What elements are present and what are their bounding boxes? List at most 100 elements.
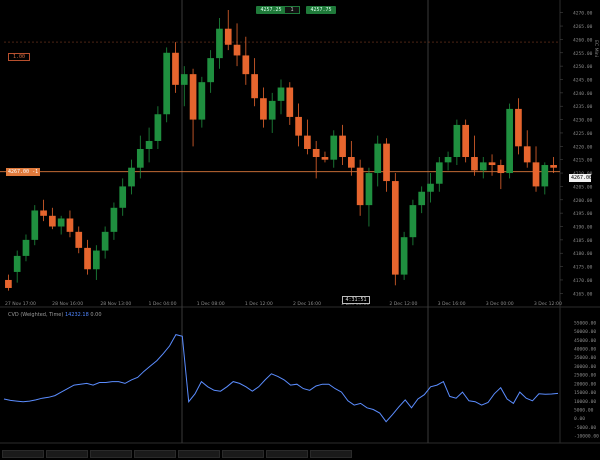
bottom-tab[interactable]: [222, 450, 264, 458]
candle-body: [348, 157, 355, 168]
price-axis-label: 4255.00: [573, 51, 593, 57]
cvd-axis-label: -10000.00: [574, 434, 599, 440]
candle-body: [66, 218, 74, 232]
price-axis-label: 4200.00: [573, 198, 593, 204]
bottom-tab[interactable]: [310, 450, 352, 458]
time-axis-label: 28 Nov 16:00: [52, 301, 83, 307]
candle-body: [136, 148, 144, 168]
price-axis-label: 4190.00: [573, 225, 593, 231]
candle-body: [532, 162, 540, 187]
candle-body: [523, 146, 531, 163]
candle-body: [13, 255, 21, 272]
cvd-axis-label: -5000.00: [574, 425, 596, 431]
candle-body: [119, 186, 127, 208]
bottom-tab[interactable]: [178, 450, 220, 458]
candle-body: [180, 74, 188, 85]
candle-body: [541, 165, 549, 187]
candle-body: [145, 140, 153, 149]
candle-body: [312, 148, 320, 158]
candle-body: [75, 231, 83, 248]
candle-body: [453, 124, 461, 158]
candle-body: [471, 157, 478, 171]
time-axis-label: 3 Dec 12:00: [534, 301, 562, 307]
candle-body: [207, 58, 214, 83]
cvd-axis-label: 25000.00: [574, 373, 596, 379]
candle-body: [488, 162, 496, 166]
price-axis-label: 4195.00: [573, 211, 593, 217]
candle-body: [374, 143, 382, 174]
candle-body: [383, 143, 390, 182]
cvd-axis-label: 45000.00: [574, 338, 596, 344]
candle-body: [286, 87, 294, 117]
candle-body: [57, 218, 65, 227]
cvd-axis-label: 10000.00: [574, 399, 596, 405]
candle-body: [409, 205, 417, 238]
price-axis-label: 4265.00: [573, 24, 593, 30]
candle-body: [22, 239, 30, 256]
candle-body: [277, 87, 285, 101]
price-axis-label: 4270.00: [573, 11, 593, 17]
bottom-tab[interactable]: [134, 450, 176, 458]
cvd-line: [3, 334, 559, 423]
candle-body: [356, 167, 364, 206]
candle-body: [101, 231, 109, 251]
indicator-legend[interactable]: CVD (Weighted, Time) 14232.18 0.00: [8, 312, 102, 318]
time-axis-label: 2 Dec 16:00: [293, 301, 321, 307]
price-axis-label: 4215.00: [573, 158, 593, 164]
cvd-axis-label: 35000.00: [574, 355, 596, 361]
candle-body: [391, 181, 399, 275]
cvd-series: [3, 334, 559, 423]
candle-body: [242, 55, 250, 75]
indicator-value: 14232.18: [64, 312, 89, 318]
candle-body: [92, 250, 100, 270]
current-price-tag[interactable]: 4267.00 -1: [6, 168, 40, 176]
buy-price-button[interactable]: 4257.75: [306, 6, 336, 14]
candle-body: [40, 210, 47, 216]
candle-body: [339, 135, 346, 158]
candle-body: [295, 116, 302, 136]
time-axis-label: 1 Dec 04:00: [149, 301, 177, 307]
candle-body: [251, 74, 258, 99]
price-axis-label: 4165.00: [573, 291, 593, 297]
bottom-tab[interactable]: [90, 450, 132, 458]
axes: 4270.00 4265.00 4260.00 4255.00 4250.00 4245.…: [5, 11, 599, 440]
candle-body: [462, 124, 470, 158]
time-axis-label: 2 Dec 00:00: [341, 301, 369, 307]
candle-body: [172, 52, 179, 85]
quantity-field[interactable]: 1: [284, 6, 300, 14]
candle-body: [497, 165, 505, 174]
candle-body: [304, 135, 311, 149]
bottom-tab[interactable]: [2, 450, 44, 458]
bottom-tab[interactable]: [46, 450, 88, 458]
bottom-tab[interactable]: [266, 450, 308, 458]
candle-body: [154, 114, 162, 141]
candle-body: [110, 207, 118, 232]
price-axis-label: 4175.00: [573, 265, 593, 271]
price-axis-label: 4170.00: [573, 278, 593, 284]
candle-body: [330, 135, 338, 160]
time-axis-label: 27 Nov 17:00: [5, 301, 36, 307]
candle-body: [268, 100, 276, 120]
candle-body: [163, 52, 171, 115]
time-axis-label: 2 Dec 12:00: [389, 301, 417, 307]
level-tag[interactable]: 1.00: [8, 53, 30, 61]
price-axis-label: 4235.00: [573, 104, 593, 110]
candlestick-series: [5, 10, 557, 291]
price-axis-label: 4260.00: [573, 37, 593, 43]
candle-body: [365, 173, 373, 206]
candle-body: [128, 167, 135, 187]
time-axis-label: 1 Dec 08:00: [197, 301, 225, 307]
time-axis-label: 3 Dec 00:00: [486, 301, 514, 307]
last-price-tag: 4267.00: [569, 174, 593, 182]
time-axis-label: 28 Nov 13:00: [100, 301, 131, 307]
time-axis-label: 1 Dec 12:00: [245, 301, 273, 307]
candle-body: [49, 215, 56, 227]
price-axis-label: 4250.00: [573, 64, 593, 70]
price-axis-label: 4205.00: [573, 184, 593, 190]
candle-body: [479, 162, 487, 171]
price-axis-label: 4230.00: [573, 118, 593, 124]
sell-price-button[interactable]: 4257.25: [256, 6, 286, 14]
candle-body: [233, 44, 241, 56]
